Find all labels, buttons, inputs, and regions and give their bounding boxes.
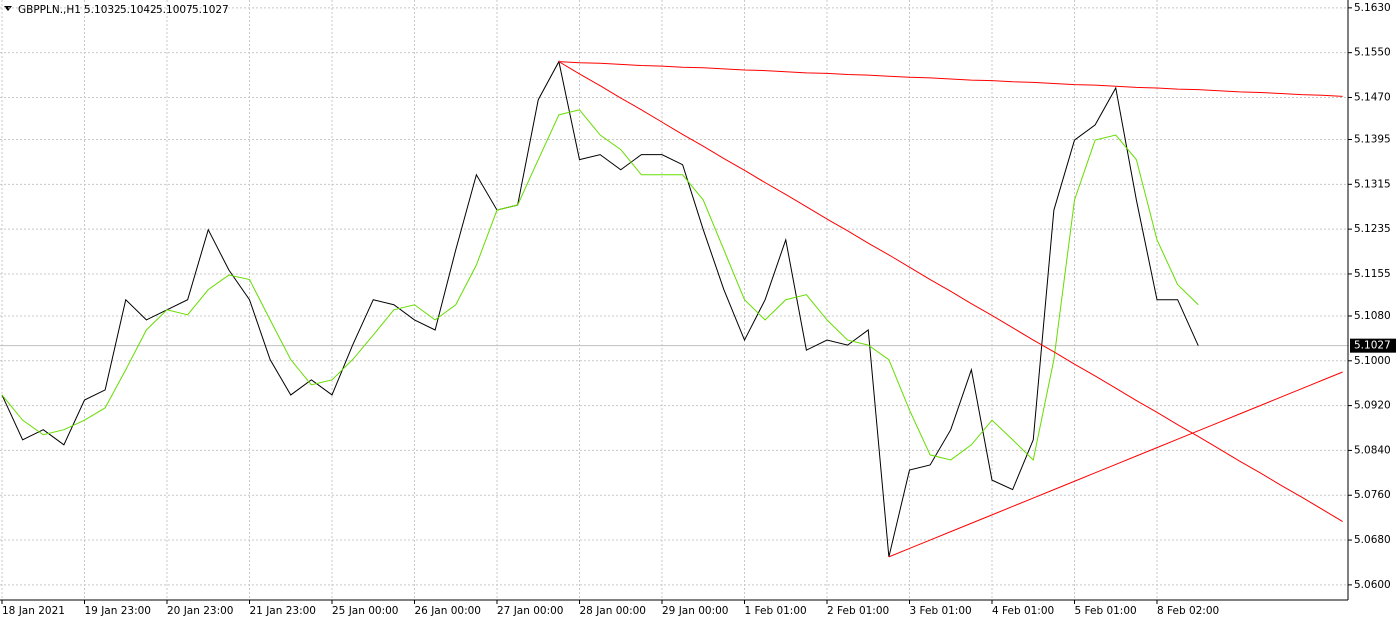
x-tick-label: 2 Feb 01:00 xyxy=(827,605,889,617)
y-tick-label: 5.0920 xyxy=(1354,400,1391,412)
y-tick-label: 5.1630 xyxy=(1354,2,1391,14)
x-tick-label: 25 Jan 00:00 xyxy=(332,605,398,617)
y-tick-label: 5.1315 xyxy=(1354,178,1391,190)
y-tick-label: 5.1395 xyxy=(1354,133,1391,145)
menu-arrow[interactable] xyxy=(4,6,12,11)
y-tick-label: 5.1235 xyxy=(1354,223,1391,235)
price-label-box xyxy=(1350,338,1396,353)
x-tick-label: 19 Jan 23:00 xyxy=(85,605,151,617)
y-tick-label: 5.0680 xyxy=(1354,534,1391,546)
close: 5.1027 xyxy=(192,4,229,16)
series-line xyxy=(888,371,1343,558)
x-tick-label: 3 Feb 01:00 xyxy=(910,605,972,617)
x-tick-label: 8 Feb 02:00 xyxy=(1157,605,1219,617)
y-tick-label: 5.0760 xyxy=(1354,489,1391,501)
y-tick-label: 5.1080 xyxy=(1354,310,1391,322)
low: 5.1007 xyxy=(156,4,193,16)
x-tick-label: 5 Feb 01:00 xyxy=(1075,605,1137,617)
price-label: 5.1027 xyxy=(1354,340,1391,352)
y-tick-label: 5.0840 xyxy=(1354,444,1391,456)
x-tick-label: 29 Jan 00:00 xyxy=(662,605,728,617)
y-tick-label: 5.1000 xyxy=(1354,355,1391,367)
series-line xyxy=(558,61,1343,522)
x-tick-label: 4 Feb 01:00 xyxy=(992,605,1054,617)
open: 5.1032 xyxy=(84,4,121,16)
high: 5.1042 xyxy=(120,4,157,16)
x-tick-label: 18 Jan 2021 xyxy=(2,605,65,617)
y-tick-label: 5.1155 xyxy=(1354,268,1391,280)
series-line xyxy=(1,60,1199,557)
y-tick-label: 5.0600 xyxy=(1354,579,1391,591)
series-line xyxy=(1,109,1199,461)
x-tick-label: 20 Jan 23:00 xyxy=(167,605,233,617)
x-tick-label: 26 Jan 00:00 xyxy=(415,605,481,617)
series-line xyxy=(558,61,1343,97)
y-tick-label: 5.1470 xyxy=(1354,91,1391,103)
x-tick-label: 28 Jan 00:00 xyxy=(580,605,646,617)
y-tick-label: 5.1550 xyxy=(1354,47,1391,59)
x-tick-label: 1 Feb 01:00 xyxy=(745,605,807,617)
x-tick-label: 27 Jan 00:00 xyxy=(497,605,563,617)
x-tick-label: 21 Jan 23:00 xyxy=(250,605,316,617)
symbol: GBPPLN.,H1 xyxy=(18,4,81,16)
